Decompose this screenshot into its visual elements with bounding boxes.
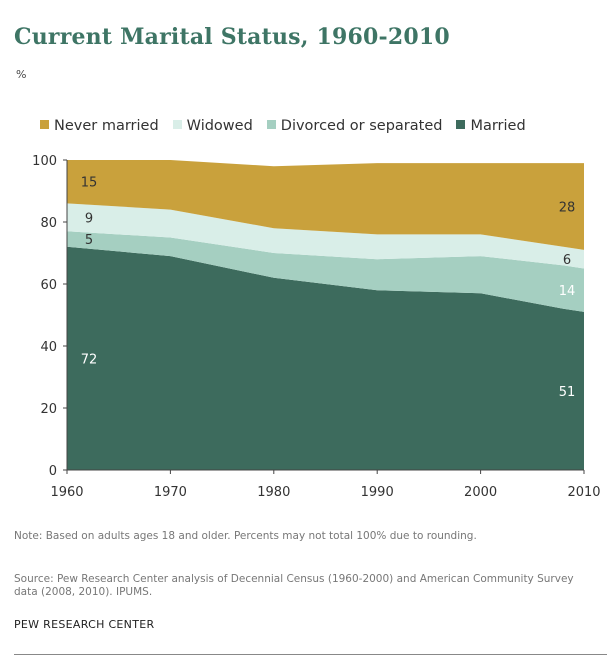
x-tick-label-2010: 2010 bbox=[567, 485, 600, 500]
legend-swatch-never-married bbox=[40, 120, 49, 129]
x-tick-label-1990: 1990 bbox=[361, 485, 394, 500]
area-divorced-or-separated bbox=[67, 231, 584, 312]
data-label-never-married-1960: 15 bbox=[81, 176, 98, 191]
data-label-married-2010: 51 bbox=[559, 385, 576, 400]
data-label-widowed-2010: 6 bbox=[563, 253, 571, 268]
legend-label-divorced-or-separated: Divorced or separated bbox=[280, 118, 443, 134]
brand-name: PEW RESEARCH CENTER bbox=[14, 618, 155, 631]
legend-label-married: Married bbox=[470, 118, 526, 134]
legend: Never married Widowed Divorced or separate… bbox=[40, 118, 613, 134]
legend-item-never-married: Never married bbox=[40, 118, 159, 134]
x-tick-label-1960: 1960 bbox=[50, 485, 83, 500]
y-tick-label-100: 100 bbox=[32, 154, 57, 169]
y-tick-label-0: 0 bbox=[49, 464, 57, 479]
y-tick-label-60: 60 bbox=[40, 278, 57, 293]
data-label-married-1960: 72 bbox=[81, 352, 98, 367]
area-chart: 0 20 40 60 80 100 1960 1970 1980 1990 2000 2010 15 9 5… bbox=[32, 154, 600, 500]
legend-swatch-divorced-or-separated bbox=[266, 120, 276, 129]
legend-label-widowed: Widowed bbox=[186, 118, 253, 134]
area-never-married bbox=[67, 160, 584, 250]
x-tick-label-1980: 1980 bbox=[257, 485, 290, 500]
y-tick-label-80: 80 bbox=[40, 216, 57, 231]
x-tick-label-2000: 2000 bbox=[464, 485, 497, 500]
data-label-widowed-1960: 9 bbox=[85, 211, 93, 226]
chart-title: Current Marital Status, 1960-2010 bbox=[14, 24, 450, 50]
unit-label: % bbox=[16, 68, 27, 81]
area-widowed bbox=[67, 203, 584, 269]
y-tick-label-20: 20 bbox=[40, 402, 57, 417]
legend-item-widowed: Widowed bbox=[172, 118, 253, 134]
legend-label-never-married: Never married bbox=[54, 118, 159, 134]
legend-item-divorced-or-separated: Divorced or separated bbox=[266, 118, 443, 134]
x-tick-label-1970: 1970 bbox=[154, 485, 187, 500]
legend-swatch-widowed bbox=[172, 120, 182, 129]
bottom-divider bbox=[14, 654, 607, 655]
chart-source: Source: Pew Research Center analysis of … bbox=[14, 573, 574, 598]
chart-note: Note: Based on adults ages 18 and older.… bbox=[14, 530, 477, 542]
legend-item-married: Married bbox=[456, 118, 526, 134]
data-label-never-married-2010: 28 bbox=[559, 201, 576, 216]
area-married bbox=[67, 246, 584, 470]
legend-swatch-married bbox=[456, 120, 466, 129]
data-label-divorced-or-separated-2010: 14 bbox=[559, 284, 576, 299]
data-label-divorced-or-separated-1960: 5 bbox=[85, 233, 93, 248]
y-tick-label-40: 40 bbox=[40, 340, 57, 355]
